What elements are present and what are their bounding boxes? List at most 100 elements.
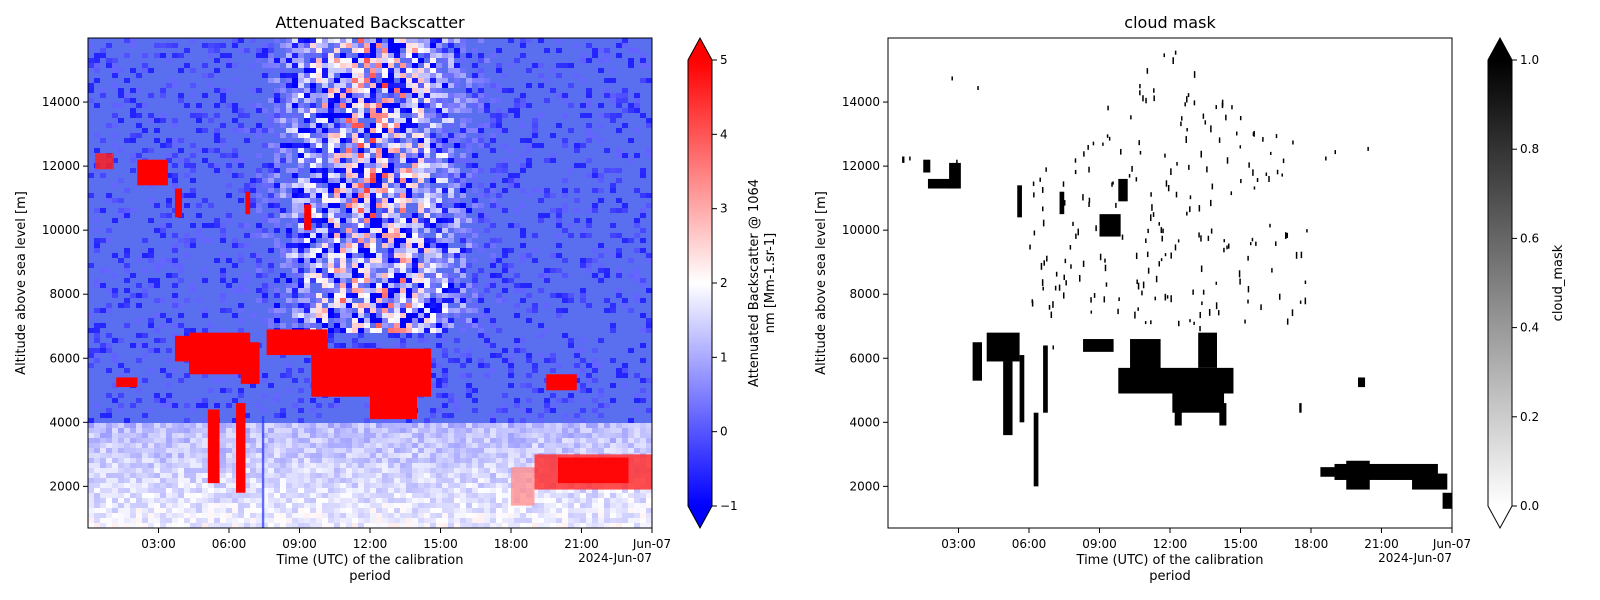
- backscatter-cell: [292, 133, 298, 138]
- backscatter-cell: [112, 293, 118, 298]
- backscatter-cell: [616, 428, 622, 433]
- backscatter-cell: [298, 163, 304, 168]
- backscatter-cell: [418, 218, 424, 223]
- backscatter-cell: [394, 278, 400, 283]
- backscatter-cell: [100, 238, 106, 243]
- backscatter-cell: [298, 428, 304, 433]
- backscatter-cell: [244, 128, 250, 133]
- backscatter-cell: [310, 473, 316, 478]
- backscatter-cell: [556, 363, 562, 368]
- backscatter-cell: [490, 458, 496, 463]
- backscatter-cell: [316, 183, 322, 188]
- backscatter-cell: [172, 323, 178, 328]
- backscatter-cell: [382, 318, 388, 323]
- backscatter-cell: [574, 218, 580, 223]
- backscatter-cell: [382, 88, 388, 93]
- backscatter-cell: [532, 258, 538, 263]
- backscatter-cell: [148, 278, 154, 283]
- backscatter-cell: [370, 98, 376, 103]
- backscatter-cell: [430, 98, 436, 103]
- backscatter-cell: [136, 438, 142, 443]
- backscatter-cell: [442, 113, 448, 118]
- backscatter-cell: [94, 503, 100, 508]
- backscatter-cell: [340, 218, 346, 223]
- backscatter-cell: [280, 503, 286, 508]
- backscatter-cell: [562, 98, 568, 103]
- backscatter-cell: [418, 163, 424, 168]
- backscatter-cell: [112, 288, 118, 293]
- backscatter-cell: [472, 458, 478, 463]
- backscatter-cell: [256, 273, 262, 278]
- backscatter-cell: [616, 113, 622, 118]
- backscatter-cell: [424, 53, 430, 58]
- backscatter-cell: [298, 88, 304, 93]
- backscatter-cell: [496, 113, 502, 118]
- backscatter-cell: [172, 488, 178, 493]
- backscatter-cell: [148, 248, 154, 253]
- backscatter-cell: [322, 43, 328, 48]
- backscatter-cell: [460, 308, 466, 313]
- backscatter-cell: [430, 178, 436, 183]
- backscatter-cell: [538, 198, 544, 203]
- backscatter-cell: [118, 448, 124, 453]
- backscatter-cell: [340, 73, 346, 78]
- backscatter-cell: [436, 218, 442, 223]
- backscatter-cell: [352, 513, 358, 518]
- backscatter-cell: [466, 173, 472, 178]
- backscatter-cell: [346, 448, 352, 453]
- backscatter-cell: [592, 443, 598, 448]
- backscatter-cell: [250, 198, 256, 203]
- backscatter-cell: [574, 438, 580, 443]
- backscatter-cell: [196, 103, 202, 108]
- backscatter-cell: [136, 523, 142, 528]
- backscatter-cell: [160, 523, 166, 528]
- backscatter-cell: [610, 443, 616, 448]
- backscatter-cell: [304, 518, 310, 523]
- backscatter-cell: [190, 68, 196, 73]
- backscatter-cell: [490, 133, 496, 138]
- backscatter-cell: [286, 128, 292, 133]
- backscatter-cell: [610, 523, 616, 528]
- backscatter-cell: [580, 228, 586, 233]
- backscatter-cell: [478, 508, 484, 513]
- backscatter-cell: [460, 508, 466, 513]
- backscatter-cell: [520, 98, 526, 103]
- backscatter-cell: [436, 328, 442, 333]
- backscatter-cell: [310, 448, 316, 453]
- backscatter-cell: [154, 53, 160, 58]
- backscatter-cell: [634, 423, 640, 428]
- backscatter-cell: [550, 153, 556, 158]
- backscatter-cell: [556, 48, 562, 53]
- backscatter-cell: [418, 38, 424, 43]
- backscatter-cell: [556, 223, 562, 228]
- backscatter-cell: [184, 463, 190, 468]
- backscatter-cell: [328, 163, 334, 168]
- backscatter-cell: [418, 313, 424, 318]
- backscatter-cell: [244, 233, 250, 238]
- backscatter-cell: [292, 43, 298, 48]
- backscatter-cell: [406, 513, 412, 518]
- backscatter-cell: [388, 143, 394, 148]
- backscatter-cell: [364, 218, 370, 223]
- backscatter-cell: [382, 478, 388, 483]
- backscatter-cell: [388, 313, 394, 318]
- backscatter-cell: [106, 333, 112, 338]
- backscatter-cell: [292, 433, 298, 438]
- backscatter-cell: [568, 488, 574, 493]
- backscatter-cell: [478, 38, 484, 43]
- backscatter-cell: [106, 463, 112, 468]
- backscatter-cell: [316, 68, 322, 73]
- backscatter-cell: [610, 323, 616, 328]
- backscatter-cell: [292, 483, 298, 488]
- backscatter-cell: [232, 243, 238, 248]
- backscatter-cell: [352, 213, 358, 218]
- backscatter-cell: [472, 438, 478, 443]
- backscatter-cell: [172, 263, 178, 268]
- backscatter-cell: [454, 228, 460, 233]
- backscatter-cell: [112, 468, 118, 473]
- backscatter-cell: [340, 468, 346, 473]
- backscatter-cell: [142, 288, 148, 293]
- backscatter-cell: [640, 193, 646, 198]
- backscatter-cell: [454, 178, 460, 183]
- backscatter-cell: [448, 248, 454, 253]
